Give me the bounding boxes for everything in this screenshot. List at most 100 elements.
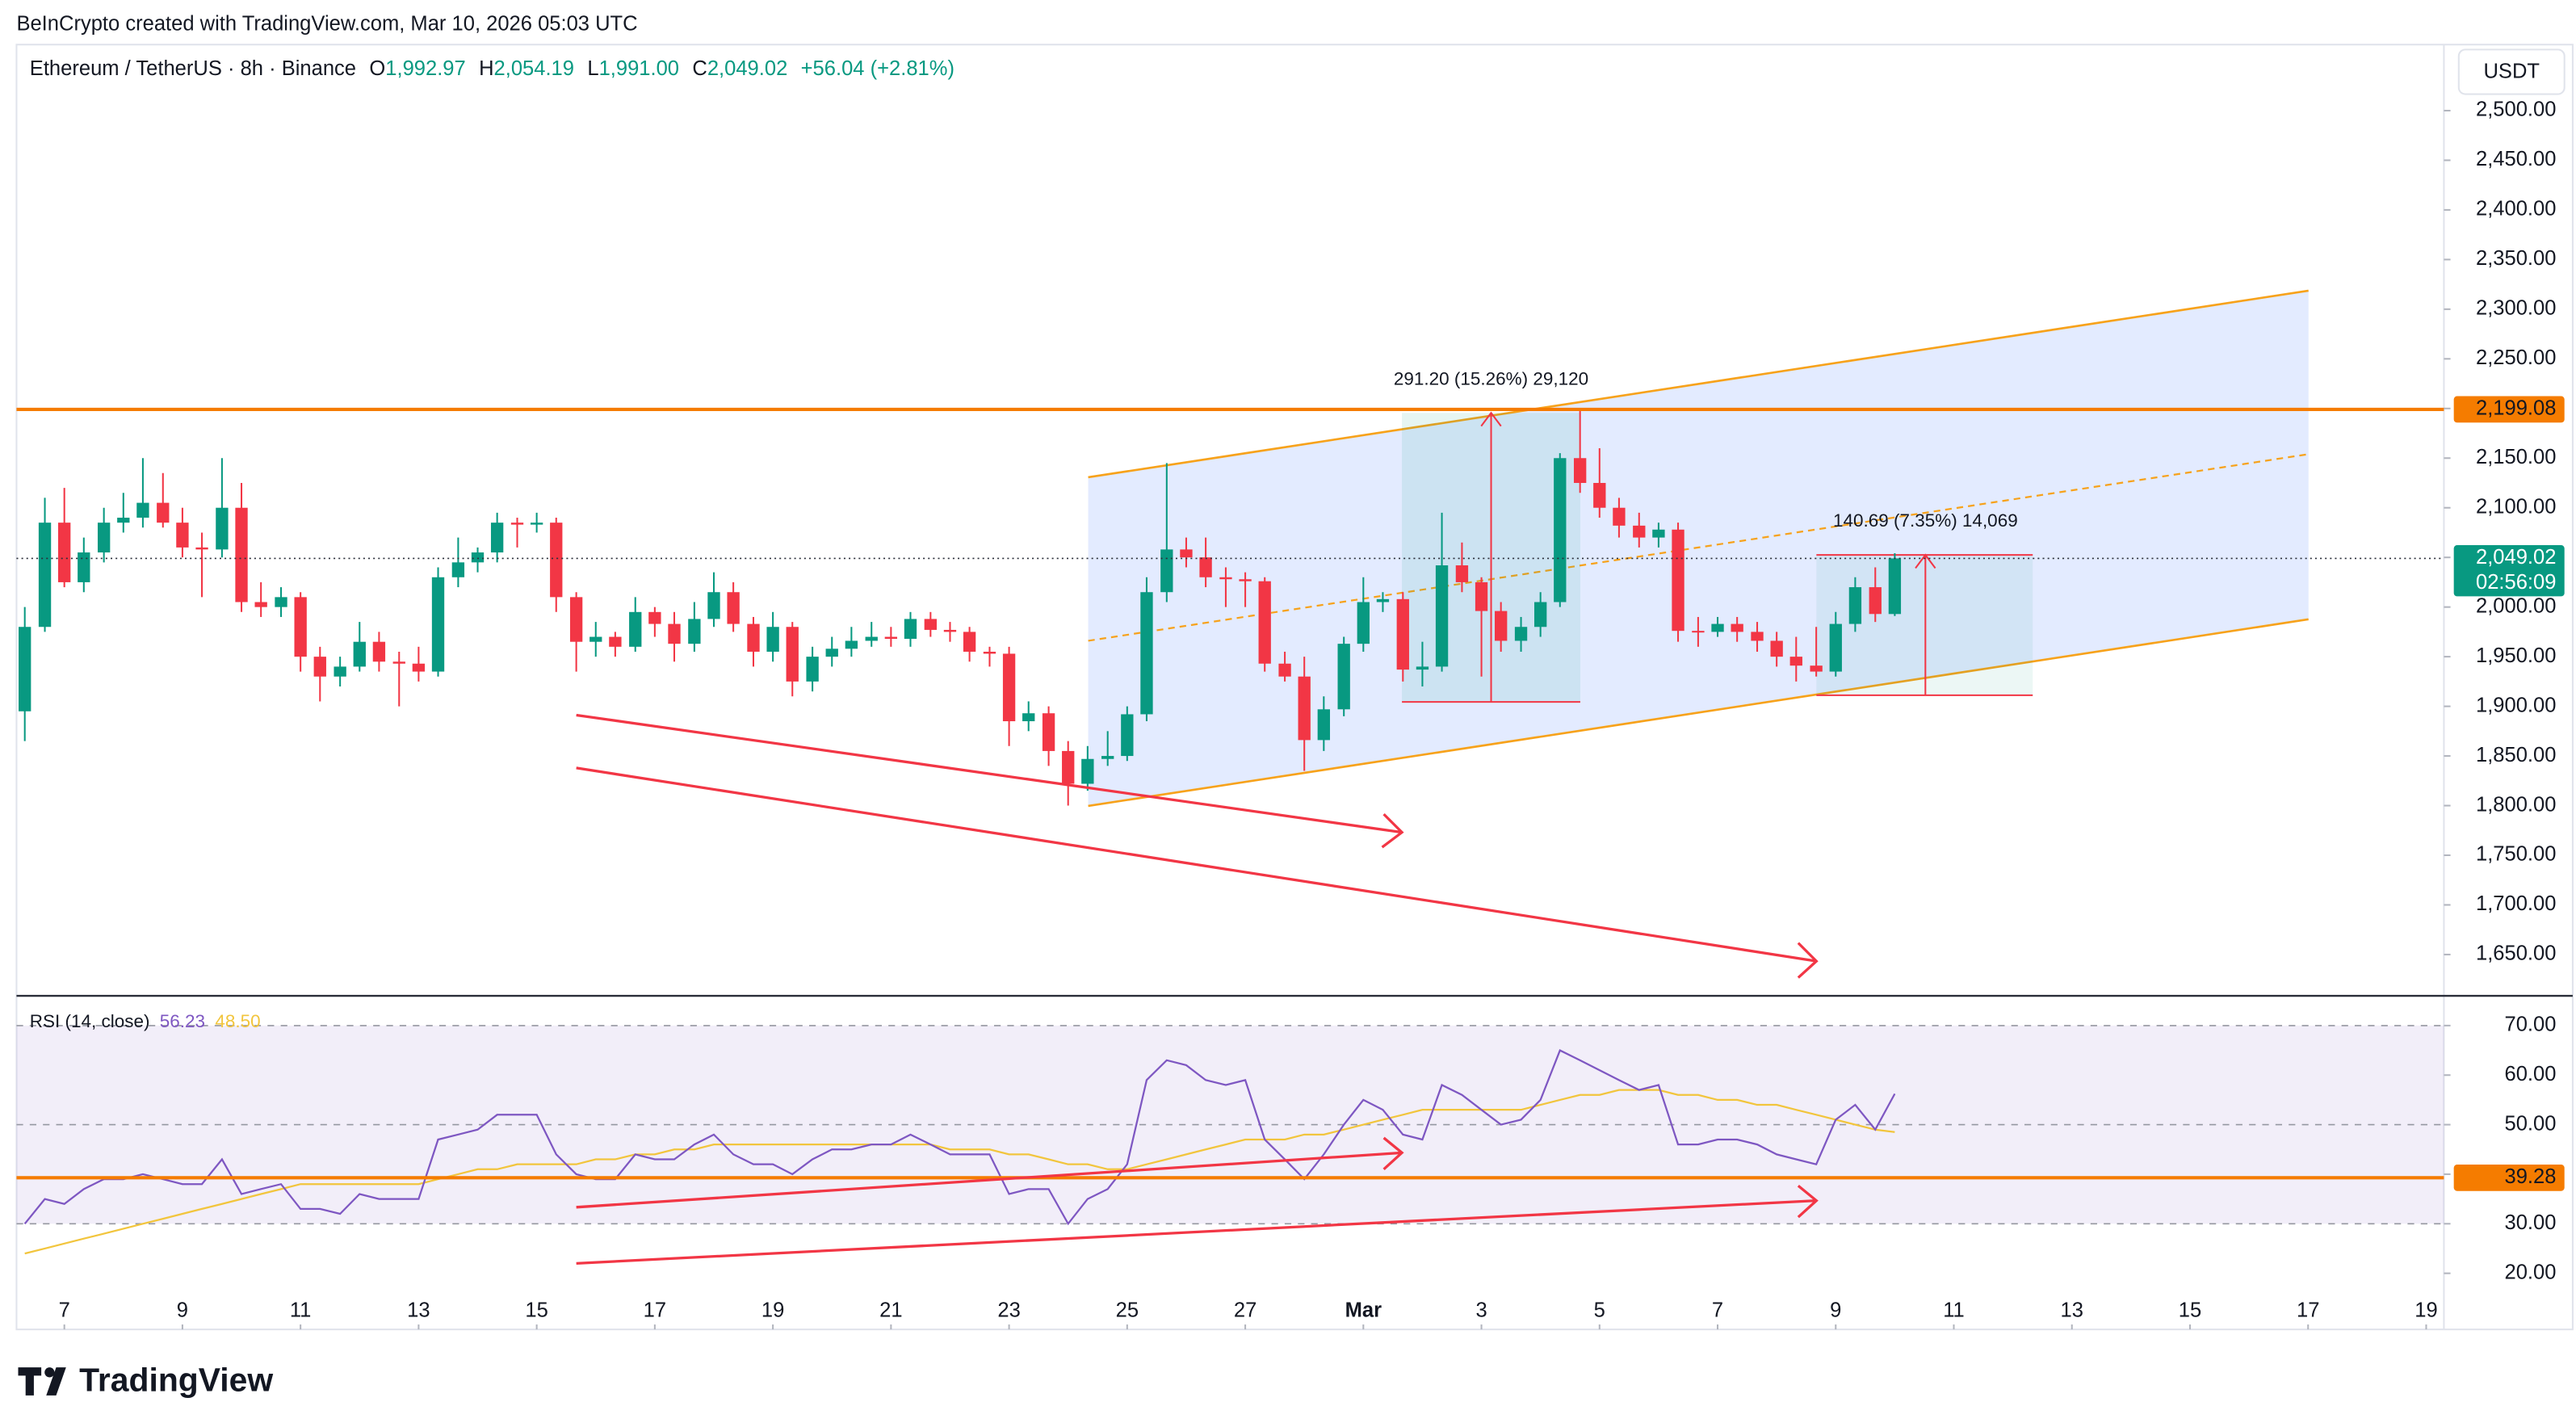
- candle-body: [1613, 507, 1626, 526]
- candle-body: [629, 611, 642, 647]
- rsi-value: 56.23: [160, 1011, 205, 1031]
- candle-body: [1062, 750, 1075, 784]
- candle-body: [688, 619, 701, 644]
- candle-body: [451, 562, 465, 577]
- candle-body: [825, 649, 838, 657]
- candle-body: [1357, 602, 1370, 644]
- candle-body: [1514, 627, 1528, 641]
- measure-1: 291.20 (15.26%) 29,120: [1394, 368, 1588, 703]
- candle-body: [668, 623, 681, 644]
- ohlc-value: 2,049.02: [707, 57, 787, 80]
- rsi-legend: RSI (14, close) 56.23 48.50: [30, 1011, 261, 1031]
- candle-body: [1652, 529, 1665, 538]
- last-price-box: [2453, 545, 2565, 597]
- last-price-label: 2,049.02: [2476, 546, 2556, 569]
- x-tick-label: 17: [644, 1299, 666, 1321]
- x-tick-label: 21: [879, 1299, 902, 1321]
- candle-body: [1475, 581, 1488, 611]
- candle-body: [1888, 558, 1902, 615]
- candle-body: [1042, 713, 1055, 751]
- brand: TradingView: [79, 1361, 273, 1398]
- rsi-ma-value: 48.50: [215, 1011, 260, 1031]
- candle-body: [1081, 758, 1094, 784]
- candle-body: [943, 629, 957, 632]
- y-tick-label: 1,700.00: [2476, 892, 2556, 915]
- candle-body: [550, 523, 563, 598]
- measure-label: 140.69 (7.35%) 14,069: [1833, 510, 2018, 531]
- channel: [1088, 289, 2309, 808]
- candle-body: [78, 552, 90, 582]
- candle-body: [431, 577, 445, 672]
- marks: 1,650.00 1,700.00 1,750.00 1,800.00 1,850.00…: [16, 99, 2565, 1330]
- channel-upper: [1088, 289, 2309, 479]
- candle-body: [1869, 587, 1882, 615]
- candle-body: [334, 666, 346, 677]
- x-tick-label: 15: [525, 1299, 548, 1321]
- ohlc-key: C: [692, 57, 707, 80]
- logo-v: [46, 1367, 66, 1396]
- x-tick-label: 9: [1830, 1299, 1841, 1321]
- x-tick-label: 25: [1116, 1299, 1139, 1321]
- y-tick-label: 1,650.00: [2476, 942, 2556, 965]
- x-tick-label: 7: [59, 1299, 70, 1321]
- candle-body: [865, 636, 878, 641]
- candle-body: [983, 651, 996, 654]
- arrow-head: [1382, 1136, 1404, 1170]
- candle-body: [1239, 579, 1252, 581]
- candle-body: [1121, 714, 1134, 757]
- candle-body: [1219, 577, 1232, 580]
- arrow-head: [1381, 812, 1404, 849]
- candle-body: [845, 640, 858, 649]
- candle-body: [1495, 611, 1508, 641]
- y-tick-label: 2,350.00: [2476, 247, 2556, 270]
- candle-body: [275, 597, 287, 607]
- candle-body: [727, 592, 740, 624]
- candle-body: [1180, 549, 1193, 558]
- candle-body: [1848, 587, 1862, 624]
- measure-box: [1816, 555, 2033, 695]
- candle-body: [1140, 592, 1153, 715]
- candle-body: [1416, 666, 1429, 670]
- candle-body: [510, 523, 524, 525]
- candle-body: [1810, 665, 1823, 672]
- candle-body: [1554, 458, 1567, 602]
- x-tick-label: Mar: [1345, 1299, 1382, 1321]
- candle-body: [58, 523, 71, 582]
- candle-body: [924, 619, 938, 630]
- candle-body: [1337, 644, 1350, 710]
- candle-body: [766, 627, 779, 652]
- rsi-background: [16, 1025, 2444, 1225]
- rsi-support-box: [2453, 1164, 2565, 1191]
- candle-body: [589, 636, 602, 642]
- candle-body: [38, 523, 52, 628]
- ohlc-value: 1,992.97: [385, 57, 465, 80]
- y-tick-label: 2,100.00: [2476, 495, 2556, 518]
- candle-body: [1751, 632, 1764, 641]
- candle-body: [19, 627, 31, 712]
- candle-body: [176, 523, 189, 548]
- x-tick-label: 13: [2061, 1299, 2083, 1321]
- channel-lower: [1088, 618, 2309, 808]
- candle-body: [1573, 458, 1587, 483]
- candle-body: [1298, 676, 1311, 741]
- rsi-line: [23, 1049, 1896, 1226]
- y-tick-label: 1,800.00: [2476, 793, 2556, 816]
- measure-arrowhead: [1480, 411, 1502, 427]
- candle-body: [1258, 581, 1271, 664]
- candle-body: [707, 592, 720, 619]
- countdown: 02:56:09: [2476, 571, 2556, 594]
- candle-body: [1199, 557, 1212, 577]
- candle-body: [1672, 529, 1684, 632]
- candle-body: [412, 663, 426, 672]
- x-tick-label: 7: [1712, 1299, 1723, 1321]
- y-tick-label: 2,450.00: [2476, 148, 2556, 170]
- currency[interactable]: USDT: [2483, 61, 2540, 83]
- measure-2: 140.69 (7.35%) 14,069: [1816, 510, 2033, 696]
- currency-box[interactable]: [2457, 48, 2566, 95]
- y-tick-label: 1,850.00: [2476, 744, 2556, 766]
- rsi-y-tick-label: 50.00: [2505, 1112, 2557, 1135]
- candle-body: [1022, 713, 1035, 722]
- candle-body: [294, 597, 307, 657]
- candle-body: [117, 518, 130, 523]
- y-tick-label: 1,900.00: [2476, 694, 2556, 716]
